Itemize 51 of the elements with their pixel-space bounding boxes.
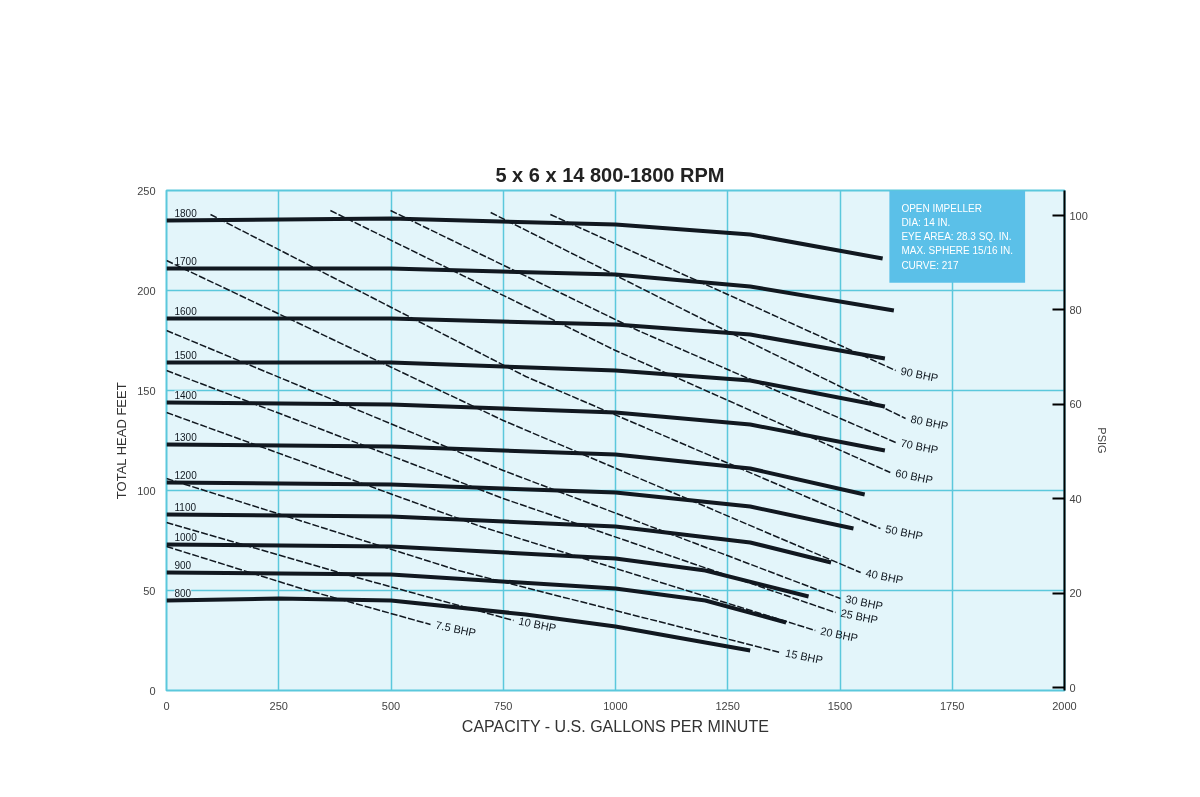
series-label: 1400 [174,389,198,401]
annotation: DIA: 14 IN. [901,216,951,228]
text: 10 BHP [517,614,558,635]
series-label: 1500 [174,349,198,361]
annotation: OPEN IMPELLER [901,202,982,214]
text: 60 BHP [894,466,934,487]
text: 15 BHP [784,646,824,667]
text: 80 BHP [909,412,950,433]
series-label: 1700 [174,255,198,267]
x-tick-label: 1000 [603,699,628,712]
annotation: CURVE: 217 [901,259,959,271]
x-tick-label: 1250 [715,699,740,712]
x-tick-label: 2000 [1052,699,1077,712]
text: 40 BHP [864,566,905,587]
y2-tick-label: 60 [1069,398,1082,411]
text: 90 BHP [899,364,940,385]
y-tick-label: 200 [137,284,156,297]
x-tick-label: 0 [163,699,170,712]
x-tick-label: 1750 [940,699,965,712]
x-tick-label: 1500 [827,699,853,712]
y2-tick-label: 0 [1069,681,1076,694]
series-label: 800 [174,587,192,599]
x-tick-label: 500 [381,699,401,712]
y-axis-title: TOTAL HEAD FEET [114,382,130,500]
text: 20 BHP [819,624,859,645]
series-label: 900 [174,559,192,571]
text: 7.5 BHP [434,618,478,639]
series-label: 1200 [174,469,198,481]
chart-title: 5 x 6 x 14 800-1800 RPM [495,163,725,186]
text: 50 BHP [884,522,924,543]
y2-tick-label: 80 [1069,303,1082,316]
x-axis-title: CAPACITY - U.S. GALLONS PER MINUTE [461,717,769,735]
y2-tick-label: 100 [1069,209,1088,222]
y-tick-label: 0 [149,684,156,697]
x-tick-label: 250 [269,699,288,712]
annotation: MAX. SPHERE 15/16 IN. [901,245,1014,257]
y2-axis-title: PSIG [1095,427,1108,454]
y-tick-label: 100 [137,484,156,497]
y-tick-label: 150 [137,384,156,397]
series-label: 1600 [174,305,198,317]
series-label: 1100 [174,501,197,513]
annotation: EYE AREA: 28.3 SQ. IN. [901,231,1012,243]
series-label: 1000 [174,531,198,543]
y-tick-label: 250 [137,184,156,197]
series-label: 1300 [174,431,198,443]
x-tick-label: 750 [494,699,513,712]
text: 70 BHP [899,436,940,457]
y-tick-label: 50 [143,584,156,597]
series-label: 1800 [174,207,198,219]
y2-tick-label: 20 [1069,587,1082,600]
y2-tick-label: 40 [1069,492,1082,505]
